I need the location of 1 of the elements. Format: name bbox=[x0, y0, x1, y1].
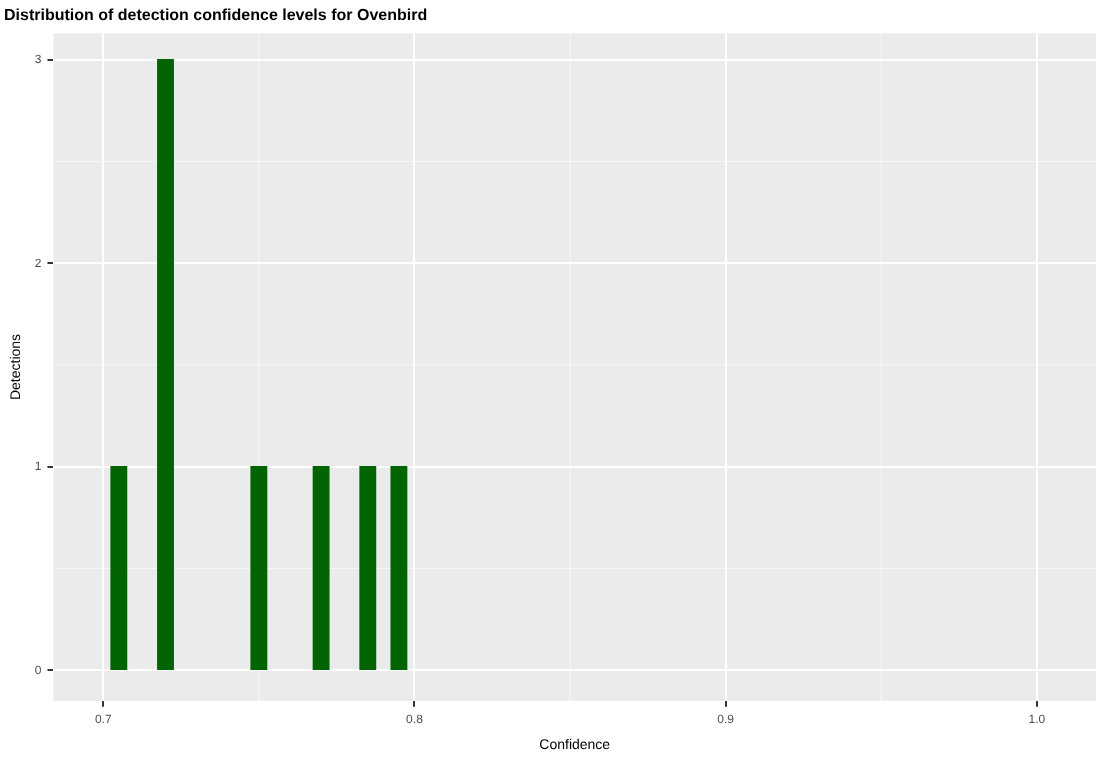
chart-title: Distribution of detection confidence levels for Ovenbird bbox=[4, 6, 428, 25]
